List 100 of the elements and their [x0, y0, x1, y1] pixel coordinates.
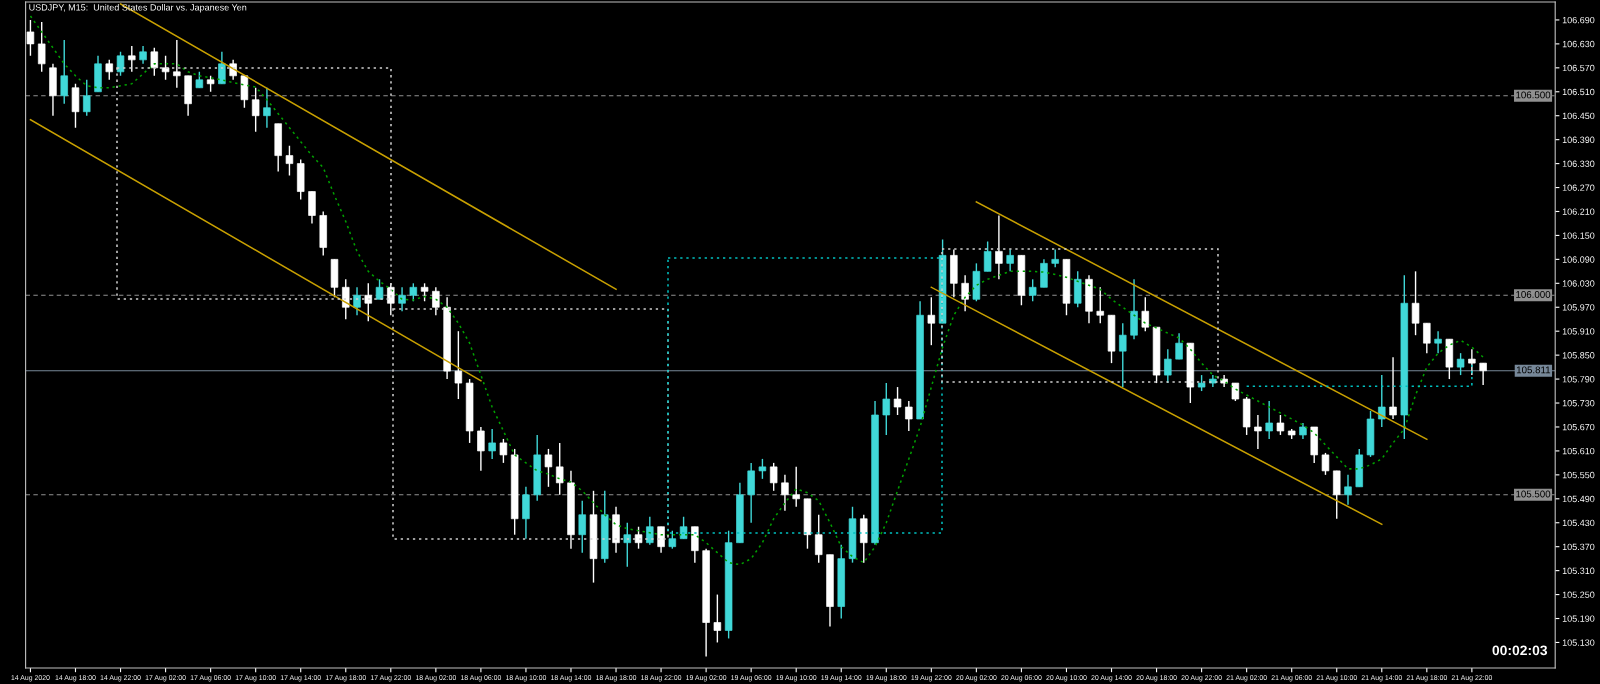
candlestick	[1378, 374, 1386, 428]
candlestick	[882, 382, 891, 436]
y-tick-label: 106.030	[1562, 280, 1595, 287]
candlestick	[387, 282, 395, 316]
candlestick	[1028, 278, 1037, 302]
y-tick-label: 106.570	[1562, 64, 1595, 72]
y-tick-label: 106.390	[1562, 136, 1595, 144]
candlestick	[1130, 278, 1138, 340]
candlestick	[1456, 352, 1465, 376]
candlestick	[499, 438, 508, 464]
candlestick	[646, 516, 654, 546]
y-tick-label: 106.330	[1562, 160, 1595, 167]
ref-line-label: 105.811	[1516, 366, 1551, 374]
candlestick	[634, 526, 643, 550]
candlestick	[691, 526, 699, 564]
y-tick-label: 106.090	[1562, 256, 1595, 263]
candlestick	[1254, 414, 1262, 450]
candlestick	[1164, 348, 1172, 384]
ref-line-label: 106.500	[1516, 91, 1551, 99]
candlestick	[1096, 286, 1104, 324]
candlestick	[522, 486, 530, 540]
candlestick	[1265, 400, 1273, 440]
candlestick	[1333, 470, 1341, 520]
candlestick	[432, 286, 440, 316]
candlestick	[1040, 258, 1048, 288]
candlestick	[814, 514, 823, 564]
candlestick	[1468, 348, 1476, 376]
candlestick	[544, 448, 553, 488]
y-tick-label: 106.270	[1562, 184, 1595, 191]
y-tick-label: 105.130	[1562, 639, 1595, 646]
candlestick	[781, 474, 789, 512]
candlestick	[71, 83, 80, 129]
candlestick	[1344, 474, 1352, 506]
y-tick-label: 105.610	[1562, 447, 1595, 455]
candlestick	[713, 593, 722, 644]
candlestick	[128, 45, 136, 73]
candlestick	[961, 274, 969, 312]
candlestick	[1321, 452, 1330, 476]
y-tick-label: 106.210	[1562, 208, 1595, 215]
candlestick	[488, 428, 496, 460]
candlestick	[905, 400, 913, 432]
y-tick-label: 106.450	[1562, 112, 1595, 120]
y-tick-label: 105.670	[1562, 423, 1595, 431]
candlestick	[364, 282, 372, 322]
text: 00:02:03	[1492, 645, 1548, 656]
candlestick	[995, 214, 1003, 281]
candlestick	[26, 19, 35, 57]
candlestick	[657, 526, 665, 554]
candlestick	[623, 522, 632, 568]
candlestick	[769, 462, 778, 492]
y-tick-label: 105.910	[1562, 328, 1595, 335]
y-tick-label: 105.370	[1562, 543, 1595, 551]
y-tick-label: 105.490	[1562, 495, 1595, 503]
y-tick-label: 105.790	[1562, 376, 1595, 383]
candlestick	[150, 47, 159, 77]
candlestick	[116, 51, 125, 77]
candlestick	[263, 87, 271, 129]
y-tick-label: 106.630	[1562, 40, 1595, 48]
candlestick	[37, 21, 46, 73]
candlestick	[240, 75, 249, 109]
candlestick	[792, 466, 800, 508]
y-tick-label: 106.150	[1562, 232, 1595, 239]
candlestick	[353, 286, 361, 316]
ref-line-label: 106.000	[1516, 291, 1551, 298]
candlestick	[375, 278, 384, 300]
candlestick	[1434, 330, 1442, 354]
y-tick-label: 105.430	[1562, 519, 1595, 527]
ref-line-label: 105.500	[1516, 490, 1551, 498]
candlestick	[758, 458, 767, 480]
candlestick	[927, 296, 936, 346]
candlestick	[1423, 322, 1431, 354]
candlestick	[860, 514, 868, 564]
candlestick	[1276, 414, 1285, 436]
candlestick	[285, 144, 294, 177]
y-tick-label: 105.190	[1562, 615, 1595, 622]
y-tick-label: 105.970	[1562, 304, 1595, 311]
candlestick	[218, 51, 226, 85]
candlestick	[893, 386, 902, 416]
candlestick	[398, 286, 406, 312]
candlestick	[477, 426, 485, 472]
candlestick	[1119, 322, 1127, 388]
candlestick	[161, 55, 170, 81]
candlestick	[83, 79, 91, 117]
candlestick	[578, 500, 586, 554]
candlestick	[983, 240, 992, 273]
y-tick-label: 105.550	[1562, 471, 1595, 479]
y-tick-label: 106.690	[1562, 16, 1595, 24]
candlestick	[308, 190, 316, 225]
candlestick	[1006, 248, 1014, 273]
y-tick-label: 105.850	[1562, 352, 1595, 359]
candlestick	[1389, 356, 1397, 420]
candlestick	[1141, 296, 1150, 332]
y-tick-label: 105.250	[1562, 591, 1595, 598]
candlestick	[251, 87, 260, 133]
y-tick-label: 105.310	[1562, 567, 1595, 574]
y-tick-label: 105.730	[1562, 399, 1595, 407]
line-series	[29, 15, 1484, 566]
candlestick	[173, 39, 181, 89]
candlestick	[1479, 362, 1487, 386]
candlestick	[1411, 270, 1420, 336]
